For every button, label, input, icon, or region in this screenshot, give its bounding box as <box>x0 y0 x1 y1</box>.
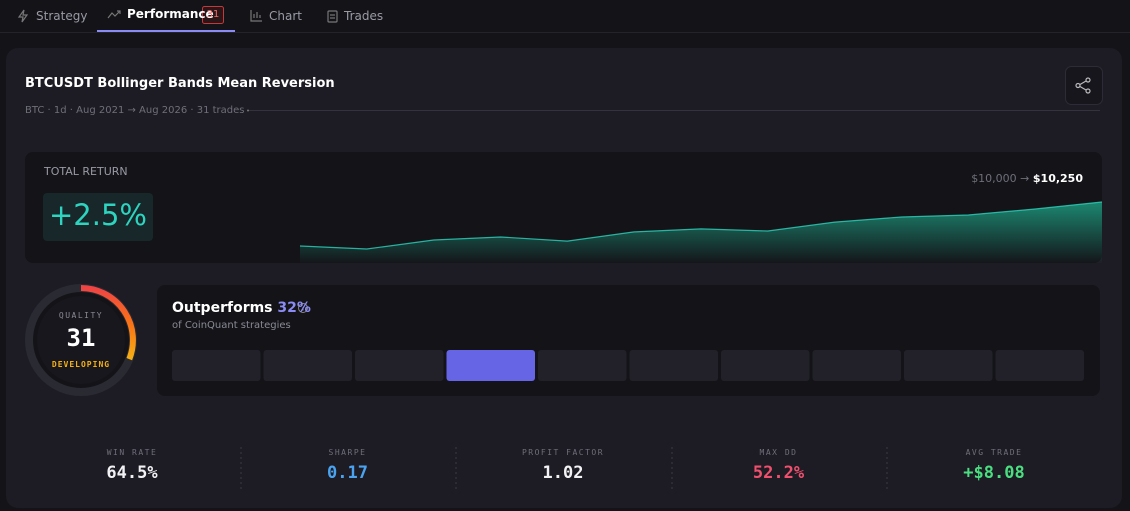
stat-value: 0.17 <box>327 463 368 483</box>
stat-label: WIN RATE <box>106 448 158 457</box>
equity-line <box>299 201 1103 250</box>
stat-label: SHARPE <box>328 448 367 457</box>
info-icon[interactable] <box>298 303 308 313</box>
stat-value: +$8.08 <box>963 463 1025 483</box>
stat-value: 1.02 <box>542 463 584 483</box>
percentile-segment <box>995 350 1084 381</box>
outperforms-subtitle: of CoinQuant strategies <box>172 320 291 331</box>
tab[interactable]: Performance <box>127 7 214 21</box>
outperforms-label: Outperforms <box>172 300 273 316</box>
outperforms-value: 32% <box>277 300 311 316</box>
percentile-segment <box>172 350 261 381</box>
equity-range: $10,000 → $10,250 <box>971 172 1083 185</box>
percentile-segment <box>629 350 718 381</box>
percentile-segment-active <box>446 350 535 381</box>
quality-status: DEVELOPING <box>51 360 111 369</box>
quality-score: 31 <box>66 324 96 352</box>
stat-label: MAX DD <box>759 448 798 457</box>
return-value: +2.5% <box>49 198 147 232</box>
tab[interactable]: Trades <box>344 9 384 23</box>
outperforms-title: Outperforms 32% <box>172 300 311 316</box>
percentile-segment <box>538 350 627 381</box>
active-tab-underline <box>97 30 235 32</box>
tab-badge: 31 <box>206 9 220 20</box>
stat-label: PROFIT FACTOR <box>521 448 605 457</box>
tab[interactable]: Strategy <box>36 9 88 23</box>
tab[interactable]: Chart <box>269 9 302 23</box>
stat-value: 64.5% <box>106 463 158 483</box>
stat-value: 52.2% <box>752 463 805 483</box>
equity-start: $10,000 → <box>971 172 1030 185</box>
card <box>6 48 1122 508</box>
quality-ring <box>80 285 136 361</box>
quality-label: QUALITY <box>58 311 104 320</box>
badge <box>202 6 224 24</box>
percentile-segment <box>904 350 993 381</box>
percentile-segment <box>812 350 901 381</box>
title: BTCUSDT Bollinger Bands Mean Reversion <box>25 76 335 91</box>
return-label: TOTAL RETURN <box>44 165 128 178</box>
percentile-segment <box>263 350 352 381</box>
stat-label: AVG TRADE <box>965 448 1023 457</box>
equity-end: $10,250 <box>1032 172 1083 185</box>
return-box <box>43 193 153 241</box>
share-button[interactable] <box>1065 66 1103 105</box>
percentile-segment <box>721 350 810 381</box>
percentile-segment <box>355 350 444 381</box>
subtitle: BTC · 1d · Aug 2021 → Aug 2026 · 31 trad… <box>25 105 245 116</box>
